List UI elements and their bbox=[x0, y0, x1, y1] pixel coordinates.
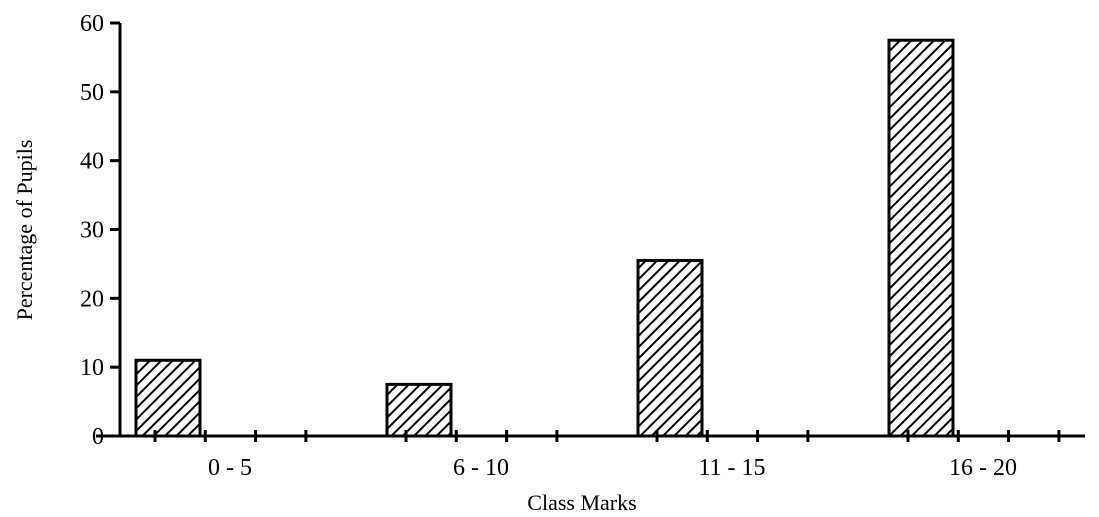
x-tick-label: 6 - 10 bbox=[453, 455, 509, 481]
bar-2 bbox=[385, 382, 453, 438]
x-tick-label: 11 - 15 bbox=[698, 455, 765, 481]
y-axis-title: Percentage of Pupils bbox=[12, 140, 37, 321]
y-tick-label: 60 bbox=[80, 11, 104, 37]
x-axis: 0 - 5 6 - 10 11 - 15 16 - 20 bbox=[96, 430, 1085, 481]
y-tick-label: 20 bbox=[80, 286, 104, 312]
y-tick-label: 10 bbox=[80, 355, 104, 381]
y-tick-label: 50 bbox=[80, 80, 104, 106]
y-tick-label: 30 bbox=[80, 218, 104, 244]
x-tick-label: 16 - 20 bbox=[949, 455, 1017, 481]
y-tick-label: 40 bbox=[80, 149, 104, 175]
x-axis-title: Class Marks bbox=[527, 490, 636, 515]
bar-4 bbox=[887, 38, 955, 438]
y-axis: 0102030405060 bbox=[80, 11, 122, 450]
bar-3 bbox=[636, 258, 704, 438]
bar-1 bbox=[134, 358, 202, 438]
bars-group bbox=[134, 38, 955, 438]
x-tick-label: 0 - 5 bbox=[208, 455, 252, 481]
